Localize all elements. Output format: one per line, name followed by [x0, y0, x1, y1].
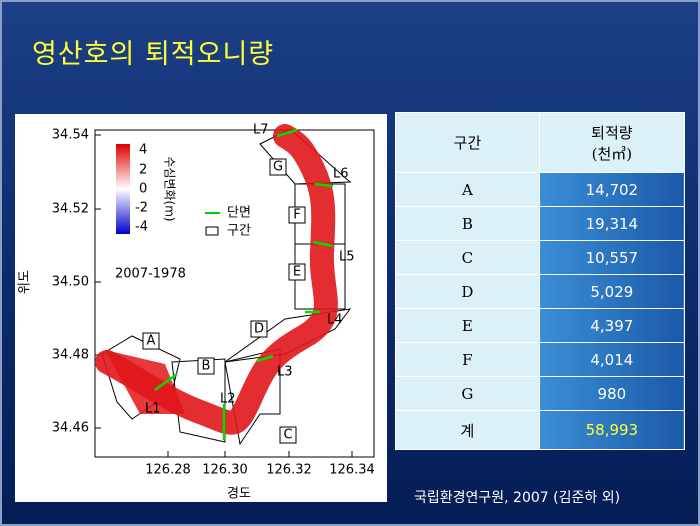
x-tick-label: 126.32	[266, 463, 312, 478]
row: B 19,314	[395, 206, 686, 242]
y-tick-label: 34.52	[52, 202, 89, 217]
y-tick-label: 34.54	[52, 128, 89, 143]
total-cell: 58,993	[538, 410, 686, 450]
line-label: L4	[327, 313, 343, 328]
line-label: L1	[145, 402, 161, 417]
ticks	[95, 134, 353, 457]
section-label: E	[293, 265, 301, 280]
section-label: B	[202, 359, 211, 374]
section-cell: A	[395, 171, 540, 208]
y-tick-label: 34.48	[52, 348, 89, 363]
section-cell: C	[395, 240, 540, 276]
colorbar-title: 수심변화(m)	[163, 156, 177, 221]
line-label: L3	[277, 365, 293, 380]
row: E 4,397	[395, 308, 686, 344]
section-box	[288, 263, 306, 281]
value-cell: 14,702	[538, 171, 686, 208]
section-cell: F	[395, 342, 540, 378]
section-box	[269, 158, 287, 176]
section-box	[279, 426, 297, 444]
row: A 14,702	[395, 171, 686, 208]
colorbar-label: -2	[135, 201, 148, 216]
line-label: L6	[333, 167, 349, 182]
sediment-table: 구간 퇴적량 (천㎥) A 14,702 B 19,314 C 10,557 D 5,02…	[395, 112, 686, 450]
total-row: 계 58,993	[395, 410, 686, 450]
section-cell: E	[395, 308, 540, 344]
row: F 4,014	[395, 342, 686, 378]
line-label: L5	[339, 250, 355, 265]
plot-frame	[94, 129, 375, 458]
y-tick-label: 34.46	[52, 421, 89, 436]
colorbar-label: -4	[135, 220, 148, 235]
row: C 10,557	[395, 240, 686, 276]
x-tick-label: 126.34	[329, 463, 375, 478]
header-cell: 구간	[395, 112, 540, 173]
x-tick-label: 126.30	[202, 463, 248, 478]
header-text: 퇴적량	[591, 123, 633, 142]
x-axis-label: 경도	[227, 487, 251, 502]
value-cell: 5,029	[538, 274, 686, 310]
row: D 5,029	[395, 274, 686, 310]
section-label: G	[273, 160, 283, 175]
x-tick-label: 126.28	[145, 463, 191, 478]
row: G 980	[395, 376, 686, 412]
legend-label: 구간	[227, 224, 251, 239]
header-row: 구간 퇴적량 (천㎥)	[395, 112, 686, 173]
section-box	[142, 332, 160, 350]
value-cell: 10,557	[538, 240, 686, 276]
line-label: L7	[253, 123, 269, 138]
colorbar-label: 0	[139, 182, 147, 197]
section-label: A	[147, 334, 156, 349]
colorbar-label: 2	[139, 163, 147, 178]
y-axis-label: 위도	[18, 270, 33, 294]
colorbar-label: 4	[139, 143, 147, 158]
value-cell: 4,014	[538, 342, 686, 378]
section-label: F	[293, 208, 300, 223]
section-label: D	[254, 322, 264, 337]
line-label: L2	[220, 392, 236, 407]
section-lines	[154, 128, 334, 440]
legend-swatch	[205, 226, 219, 236]
section-cell: 계	[395, 410, 540, 450]
section-cell: D	[395, 274, 540, 310]
map-figure: 34.54 34.52 34.50 34.48 34.46 126.28 126…	[15, 114, 387, 502]
section-cell: B	[395, 206, 540, 242]
period-label: 2007-1978	[115, 267, 186, 282]
colorbar	[116, 144, 130, 234]
section-box	[250, 320, 268, 338]
section-box	[288, 206, 306, 224]
slide-title: 영산호의 퇴적오니량	[32, 39, 275, 70]
y-tick-label: 34.50	[52, 275, 89, 290]
header-cell: 퇴적량 (천㎥)	[538, 112, 686, 173]
section-label: C	[283, 428, 292, 443]
deposition-area	[95, 124, 338, 435]
legend-label: 단면	[227, 206, 251, 221]
section-cell: G	[395, 376, 540, 412]
section-box	[197, 357, 215, 375]
deposition-area	[105, 350, 185, 414]
value-cell: 4,397	[538, 308, 686, 344]
header-unit: (천㎥)	[591, 144, 633, 163]
value-cell: 19,314	[538, 206, 686, 242]
value-cell: 980	[538, 376, 686, 412]
source-note: 국립환경연구원, 2007 (김준하 외)	[414, 490, 621, 506]
